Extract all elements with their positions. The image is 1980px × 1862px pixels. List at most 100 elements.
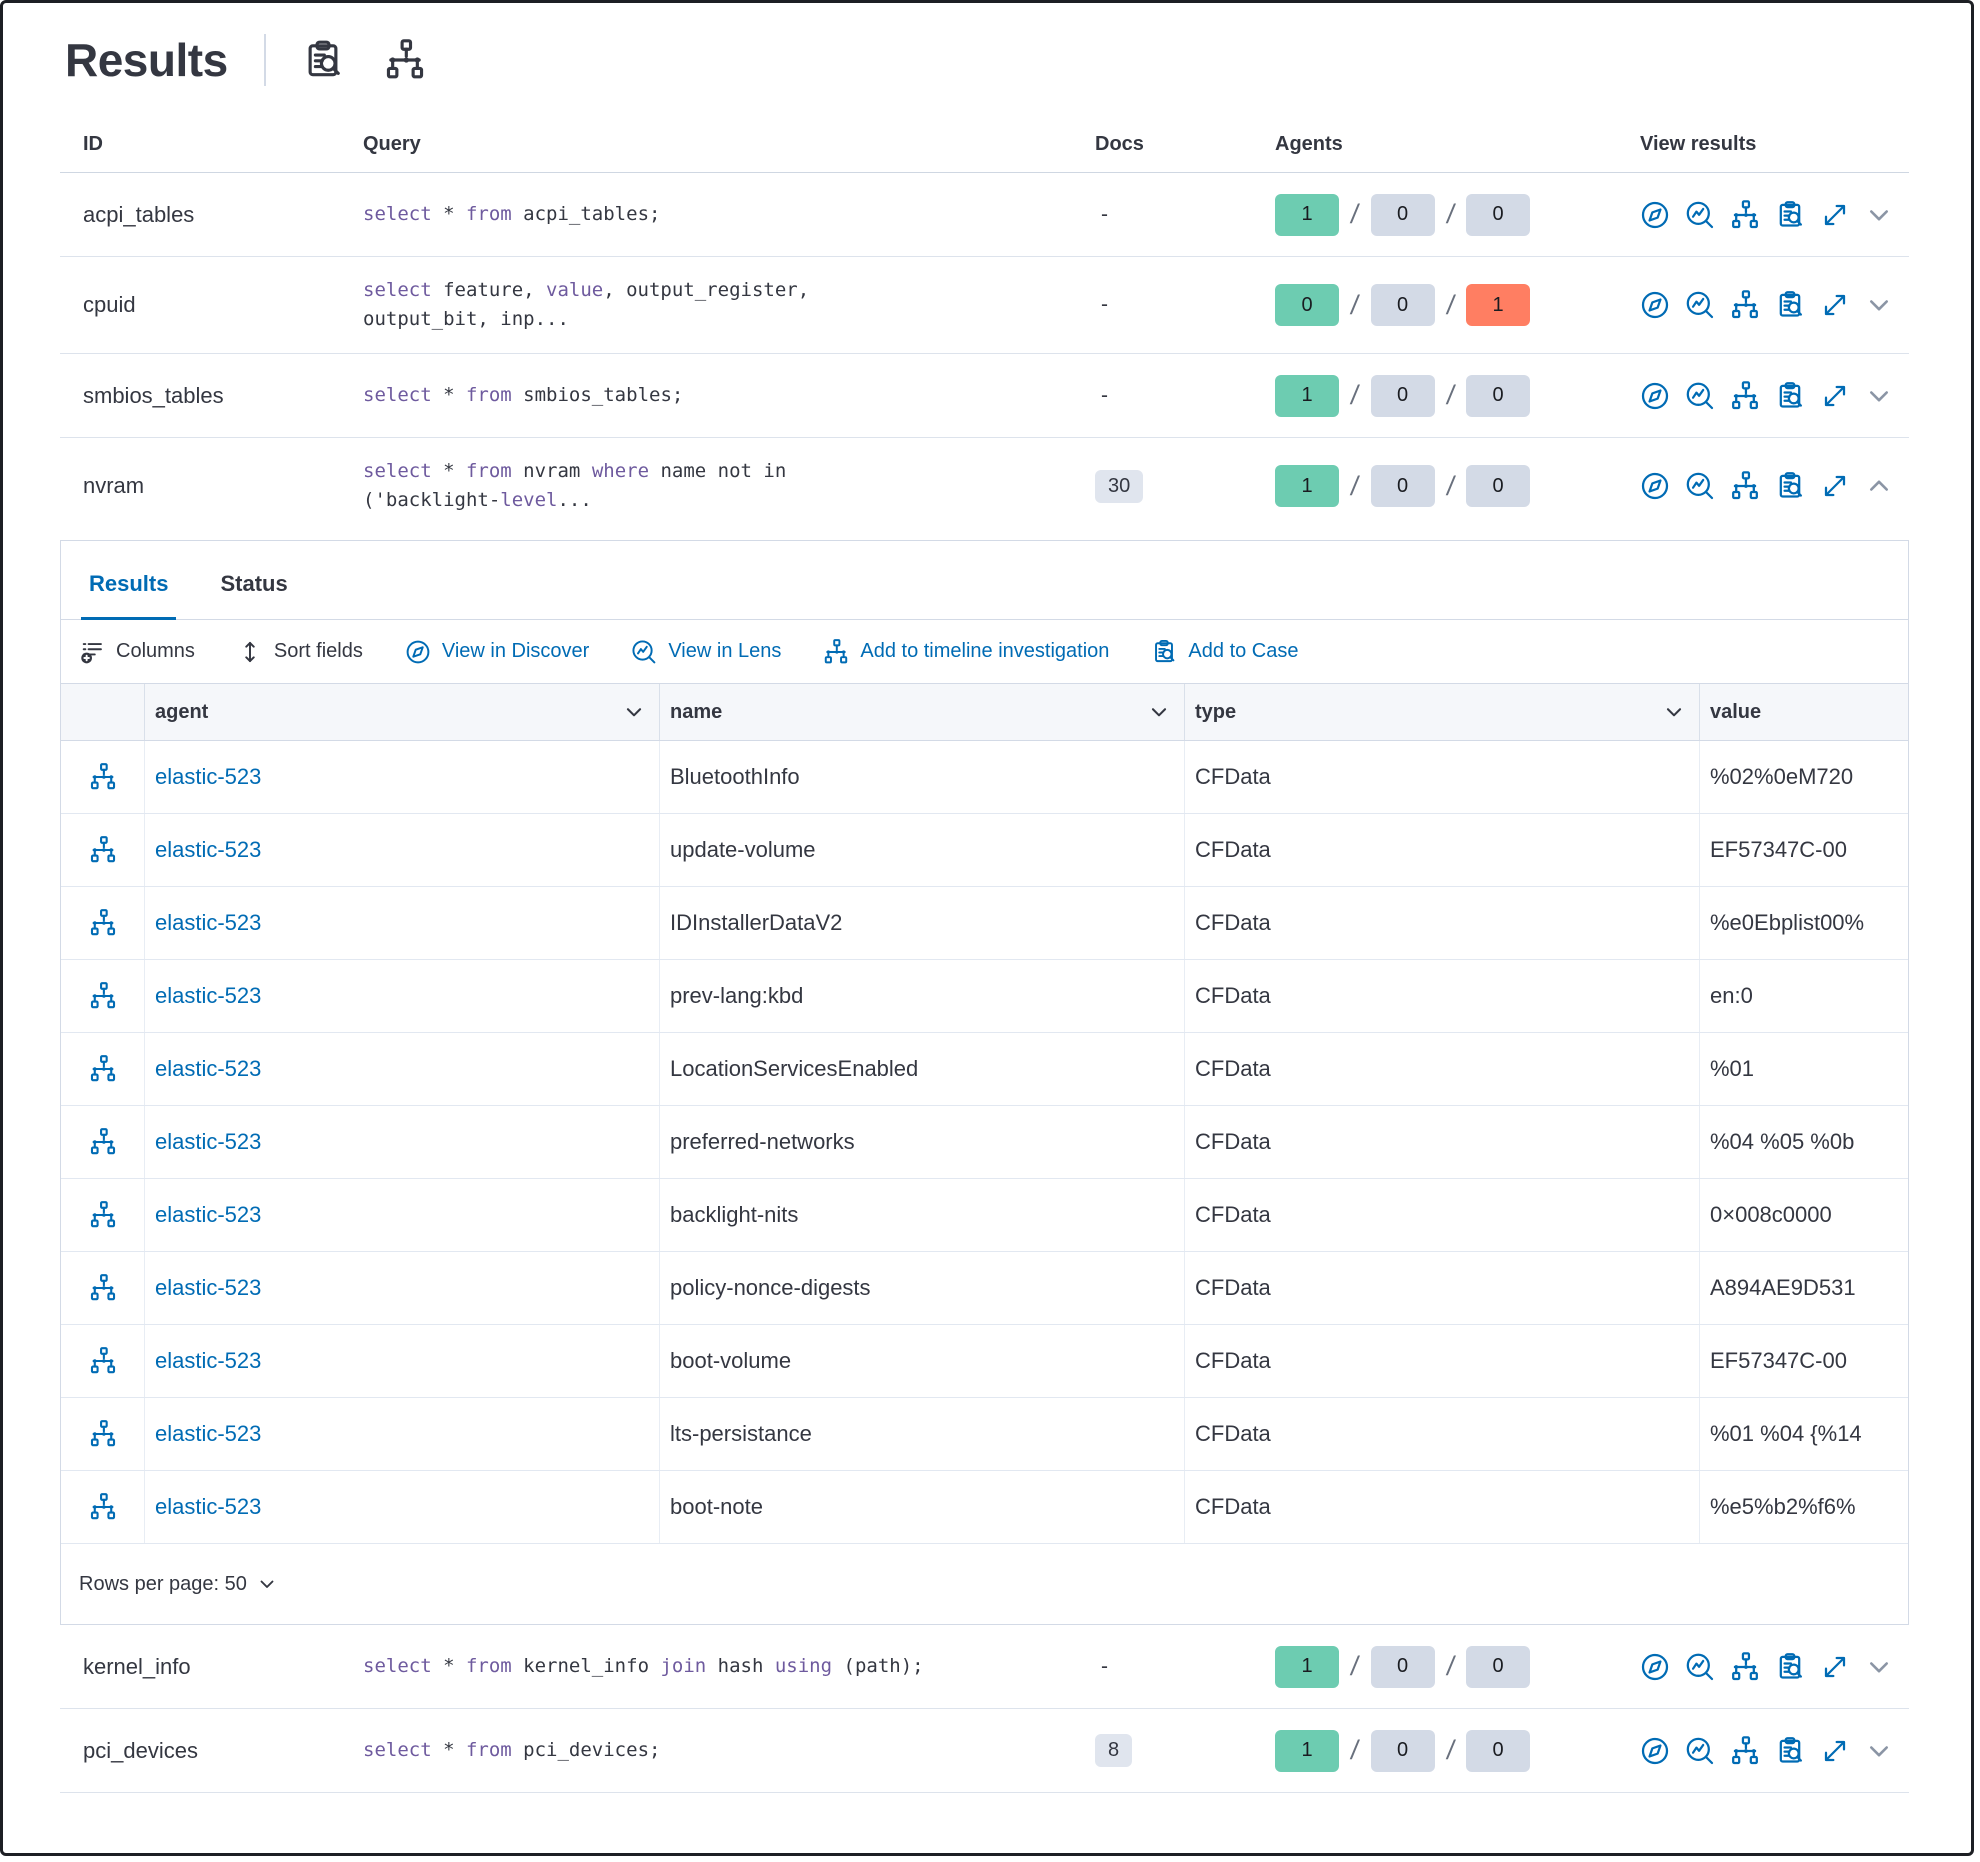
agent-link[interactable]: elastic-523	[155, 1129, 262, 1154]
result-type: CFData	[1184, 1106, 1699, 1178]
expand-row-chevron[interactable]	[1865, 472, 1893, 500]
query-row: cpuid select feature, value, output_regi…	[60, 257, 1909, 354]
result-name: prev-lang:kbd	[659, 960, 1184, 1032]
view-in-discover-button[interactable]: View in Discover	[405, 639, 589, 665]
node-tree-icon	[61, 1398, 144, 1470]
agent-link[interactable]: elastic-523	[155, 1421, 262, 1446]
add-to-case-button[interactable]: Add to Case	[1151, 639, 1299, 665]
view-in-lens-icon[interactable]	[1685, 200, 1715, 230]
expand-icon[interactable]	[1820, 471, 1850, 501]
agent-link[interactable]: elastic-523	[155, 1348, 262, 1373]
tab-status[interactable]: Status	[212, 571, 295, 620]
view-in-discover-icon[interactable]	[1640, 200, 1670, 230]
view-in-discover-icon[interactable]	[1640, 1652, 1670, 1682]
result-row: elastic-523 policy-nonce-digests CFData …	[61, 1252, 1908, 1325]
view-in-lens-icon[interactable]	[1685, 381, 1715, 411]
expand-row-chevron[interactable]	[1865, 291, 1893, 319]
results-rows: elastic-523 BluetoothInfo CFData %02%0eM…	[61, 741, 1908, 1544]
expand-icon[interactable]	[1820, 1736, 1850, 1766]
add-to-timeline-icon[interactable]	[1730, 1652, 1760, 1682]
expand-row-chevron[interactable]	[1865, 1653, 1893, 1681]
node-tree-icon	[61, 1033, 144, 1105]
agents-status: 1/0/0	[1275, 465, 1640, 507]
result-row: elastic-523 boot-note CFData %e5%b2%f6%	[61, 1471, 1908, 1544]
agents-status: 0/0/1	[1275, 284, 1640, 326]
add-to-timeline-icon[interactable]	[1730, 1736, 1760, 1766]
add-to-case-icon[interactable]	[1775, 1736, 1805, 1766]
inspect-icon[interactable]	[302, 39, 344, 81]
view-in-discover-icon[interactable]	[1640, 1736, 1670, 1766]
result-type: CFData	[1184, 1471, 1699, 1543]
query-rows-bottom: kernel_info select * from kernel_info jo…	[60, 1625, 1909, 1793]
result-value: EF57347C-00	[1699, 1325, 1908, 1397]
view-in-lens-icon[interactable]	[1685, 471, 1715, 501]
node-tree-icon	[61, 1252, 144, 1324]
expand-row-chevron[interactable]	[1865, 1737, 1893, 1765]
view-in-lens-icon[interactable]	[1685, 1736, 1715, 1766]
rows-per-page-label: Rows per page: 50	[79, 1572, 247, 1595]
col-value-label: value	[1710, 700, 1762, 723]
add-to-case-icon[interactable]	[1775, 1652, 1805, 1682]
col-type-label: type	[1195, 700, 1237, 723]
result-value: en:0	[1699, 960, 1908, 1032]
query-row: acpi_tables select * from acpi_tables; -…	[60, 173, 1909, 257]
agent-link[interactable]: elastic-523	[155, 910, 262, 935]
expand-icon[interactable]	[1820, 200, 1850, 230]
tab-results[interactable]: Results	[81, 571, 177, 620]
query-sql: select * from acpi_tables;	[363, 203, 661, 225]
agent-link[interactable]: elastic-523	[155, 1494, 262, 1519]
agent-link[interactable]: elastic-523	[155, 1202, 262, 1227]
view-in-lens-icon[interactable]	[1685, 1652, 1715, 1682]
add-to-timeline-icon[interactable]	[1730, 200, 1760, 230]
header-actions	[302, 39, 426, 81]
result-value: %02%0eM720	[1699, 741, 1908, 813]
col-view-results: View results	[1640, 133, 1757, 155]
add-to-case-icon[interactable]	[1775, 471, 1805, 501]
result-row: elastic-523 backlight-nits CFData 0×008c…	[61, 1179, 1908, 1252]
view-in-discover-icon[interactable]	[1640, 290, 1670, 320]
docs-count: -	[1101, 383, 1108, 407]
query-row: kernel_info select * from kernel_info jo…	[60, 1625, 1909, 1709]
view-in-discover-icon[interactable]	[1640, 381, 1670, 411]
result-name: backlight-nits	[659, 1179, 1184, 1251]
row-icon-column-header	[61, 684, 144, 740]
docs-count: -	[1101, 1654, 1108, 1678]
agent-link[interactable]: elastic-523	[155, 1056, 262, 1081]
expand-icon[interactable]	[1820, 1652, 1850, 1682]
agent-link[interactable]: elastic-523	[155, 1275, 262, 1300]
add-to-timeline-button[interactable]: Add to timeline investigation	[823, 639, 1109, 665]
chevron-down-icon	[1148, 701, 1170, 723]
view-results-actions	[1640, 471, 1911, 501]
add-to-case-icon[interactable]	[1775, 290, 1805, 320]
page-title: Results	[65, 34, 228, 86]
col-value[interactable]: value	[1699, 684, 1908, 740]
col-name[interactable]: name	[659, 684, 1184, 740]
col-agent-label: agent	[155, 700, 209, 723]
view-in-discover-icon[interactable]	[1640, 471, 1670, 501]
node-tree-icon[interactable]	[384, 39, 426, 81]
view-results-actions	[1640, 290, 1911, 320]
col-type[interactable]: type	[1184, 684, 1699, 740]
columns-button[interactable]: Columns	[79, 639, 195, 665]
node-tree-icon	[61, 1106, 144, 1178]
sort-fields-button[interactable]: Sort fields	[237, 639, 363, 665]
agent-link[interactable]: elastic-523	[155, 764, 262, 789]
expand-row-chevron[interactable]	[1865, 382, 1893, 410]
add-to-timeline-icon[interactable]	[1730, 381, 1760, 411]
add-to-case-icon[interactable]	[1775, 200, 1805, 230]
add-to-timeline-icon[interactable]	[1730, 471, 1760, 501]
add-to-timeline-icon[interactable]	[1730, 290, 1760, 320]
agent-link[interactable]: elastic-523	[155, 837, 262, 862]
col-agent[interactable]: agent	[144, 684, 659, 740]
view-in-lens-icon[interactable]	[1685, 290, 1715, 320]
expand-row-chevron[interactable]	[1865, 201, 1893, 229]
expand-icon[interactable]	[1820, 381, 1850, 411]
result-name: update-volume	[659, 814, 1184, 886]
view-in-lens-button[interactable]: View in Lens	[631, 639, 781, 665]
agent-link[interactable]: elastic-523	[155, 983, 262, 1008]
add-to-case-icon[interactable]	[1775, 381, 1805, 411]
queries-table-bottom: kernel_info select * from kernel_info jo…	[60, 1625, 1909, 1793]
expand-icon[interactable]	[1820, 290, 1850, 320]
node-tree-icon	[61, 814, 144, 886]
rows-per-page-button[interactable]: Rows per page: 50	[79, 1573, 277, 1596]
